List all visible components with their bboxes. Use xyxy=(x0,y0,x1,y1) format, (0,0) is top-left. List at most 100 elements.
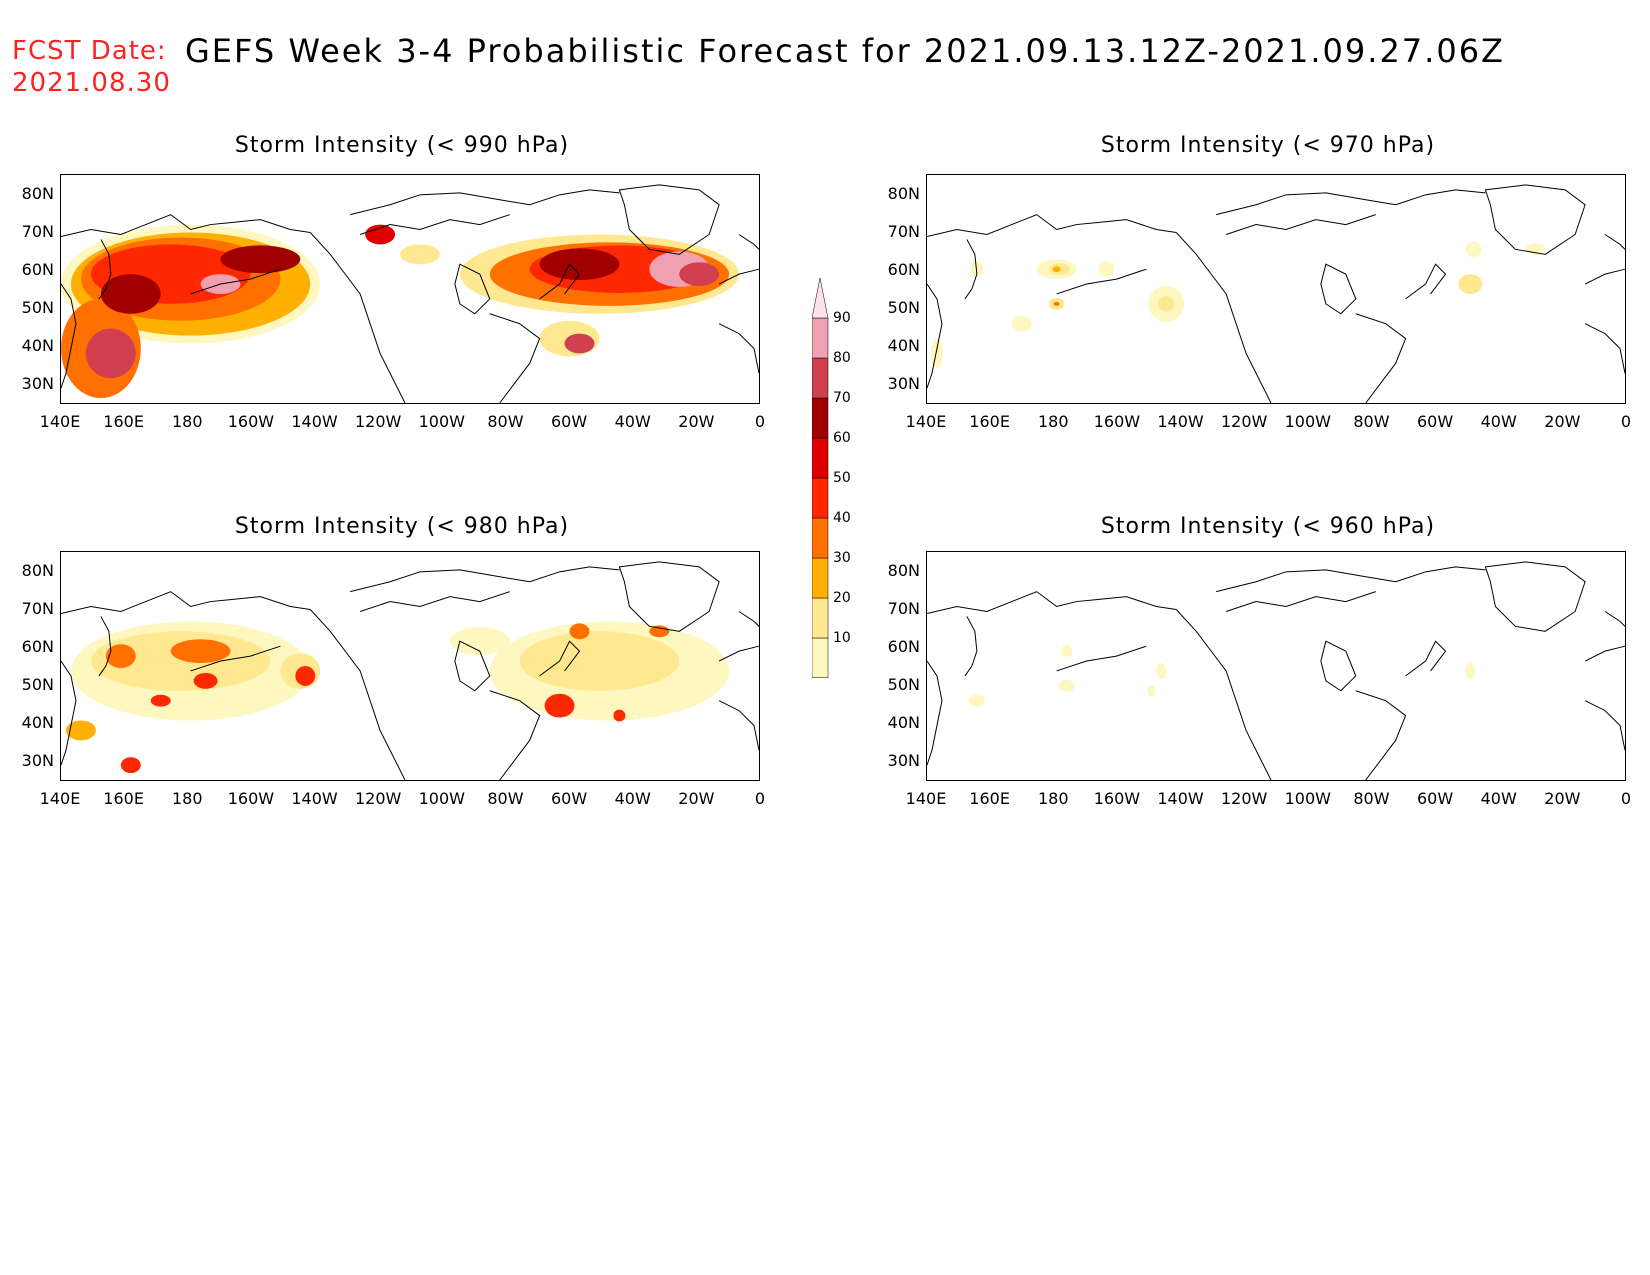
colorbar-swatch xyxy=(812,397,829,439)
colorbar-swatch xyxy=(812,557,829,599)
lat-label: 60N xyxy=(21,260,54,279)
lat-label: 30N xyxy=(21,751,54,770)
map-panel-960 xyxy=(926,551,1626,781)
lat-label: 80N xyxy=(887,561,920,580)
fcst-date-value: 2021.08.30 xyxy=(12,68,171,98)
lat-label: 80N xyxy=(21,184,54,203)
lon-label: 20W xyxy=(678,412,715,431)
probability-region xyxy=(544,693,575,718)
probability-region xyxy=(1058,679,1075,692)
probability-region xyxy=(1098,261,1115,278)
lat-label: 50N xyxy=(887,298,920,317)
lon-label: 160W xyxy=(227,789,275,808)
lon-label: 180 xyxy=(1037,412,1069,431)
lat-label: 70N xyxy=(21,599,54,618)
fcst-date-label: FCST Date: xyxy=(12,36,167,66)
probability-region xyxy=(65,720,96,741)
lon-label: 20W xyxy=(1544,412,1581,431)
lat-label: 80N xyxy=(887,184,920,203)
lon-label: 60W xyxy=(550,412,588,431)
lon-label: 120W xyxy=(1220,789,1268,808)
probability-region xyxy=(1147,684,1156,697)
lon-label: 80W xyxy=(487,412,524,431)
lat-label: 40N xyxy=(21,713,54,732)
lon-label: 120W xyxy=(1220,412,1268,431)
lon-label: 140W xyxy=(1157,412,1204,431)
colorbar-level-label: 40 xyxy=(833,510,851,526)
lon-label: 80W xyxy=(1353,789,1390,808)
panel-title-970: Storm Intensity (< 970 hPa) xyxy=(1100,133,1436,158)
probability-region xyxy=(1060,645,1073,658)
lon-label: 20W xyxy=(1544,789,1581,808)
colorbar-level-label: 70 xyxy=(833,390,851,406)
lon-label: 140W xyxy=(291,412,338,431)
probability-region xyxy=(930,338,943,369)
lon-label: 0 xyxy=(754,412,766,431)
colorbar-swatch xyxy=(812,517,829,559)
lat-label: 30N xyxy=(887,374,920,393)
probability-region xyxy=(968,694,985,707)
probability-region xyxy=(1158,295,1175,312)
colorbar-level-label: 30 xyxy=(833,550,851,566)
lat-label: 30N xyxy=(887,751,920,770)
lat-label: 60N xyxy=(887,637,920,656)
lon-label: 160E xyxy=(103,789,144,808)
lon-label: 20W xyxy=(678,789,715,808)
probability-region xyxy=(105,644,136,668)
probability-region xyxy=(1156,663,1167,679)
probability-region xyxy=(193,672,218,689)
lon-label: 60W xyxy=(1416,789,1454,808)
coastline xyxy=(61,561,759,780)
probability-region xyxy=(1465,241,1482,258)
colorbar-top-arrow xyxy=(812,278,829,319)
lat-label: 70N xyxy=(21,222,54,241)
lon-label: 140E xyxy=(905,789,947,808)
colorbar-swatch xyxy=(812,357,829,399)
lon-label: 40W xyxy=(1480,412,1517,431)
probability-region xyxy=(120,757,141,774)
lat-label: 60N xyxy=(21,637,54,656)
lon-label: 0 xyxy=(1620,789,1632,808)
colorbar-swatch xyxy=(812,597,829,639)
lon-label: 120W xyxy=(354,412,402,431)
probability-region xyxy=(170,639,231,664)
probability-region xyxy=(564,333,595,354)
lon-label: 60W xyxy=(550,789,588,808)
lon-label: 160E xyxy=(103,412,144,431)
lon-label: 140E xyxy=(905,412,947,431)
colorbar-swatch xyxy=(812,637,829,678)
lat-label: 70N xyxy=(887,599,920,618)
panel-title-960: Storm Intensity (< 960 hPa) xyxy=(1100,514,1436,539)
lon-label: 100W xyxy=(418,412,465,431)
probability-region xyxy=(569,623,590,640)
lon-label: 180 xyxy=(1037,789,1069,808)
lon-label: 100W xyxy=(418,789,465,808)
probability-region xyxy=(295,666,316,686)
lon-label: 160W xyxy=(1093,789,1141,808)
colorbar-level-label: 20 xyxy=(833,590,851,606)
lon-label: 100W xyxy=(1284,412,1331,431)
lat-label: 30N xyxy=(21,374,54,393)
panel-title-990: Storm Intensity (< 990 hPa) xyxy=(234,133,570,158)
panel-title-980: Storm Intensity (< 980 hPa) xyxy=(234,514,570,539)
lon-label: 140E xyxy=(39,412,81,431)
lon-label: 120W xyxy=(354,789,402,808)
lon-label: 180 xyxy=(171,789,203,808)
lat-label: 50N xyxy=(21,298,54,317)
colorbar-swatch xyxy=(812,317,829,359)
probability-region xyxy=(1465,663,1476,679)
probability-region xyxy=(449,627,510,656)
colorbar-swatch xyxy=(812,477,829,519)
coastline xyxy=(927,561,1625,780)
colorbar-level-label: 80 xyxy=(833,350,851,366)
lon-label: 140W xyxy=(291,789,338,808)
probability-region xyxy=(1011,315,1032,332)
lat-label: 60N xyxy=(887,260,920,279)
probability-region xyxy=(100,274,161,314)
probability-region xyxy=(400,244,440,265)
lat-label: 40N xyxy=(21,336,54,355)
lon-label: 40W xyxy=(614,412,651,431)
lon-label: 40W xyxy=(614,789,651,808)
probability-region xyxy=(85,328,136,379)
probability-region xyxy=(220,245,301,274)
